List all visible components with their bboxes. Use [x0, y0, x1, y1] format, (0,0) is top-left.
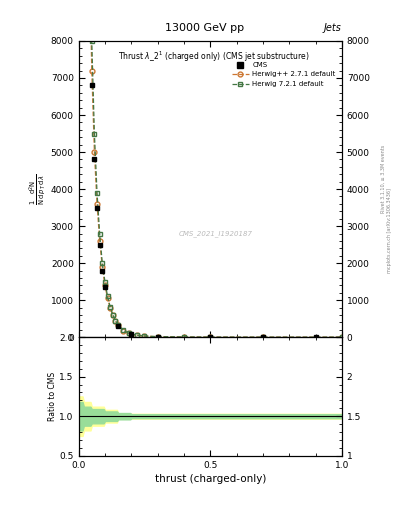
Legend: CMS, Herwig++ 2.7.1 default, Herwig 7.2.1 default: CMS, Herwig++ 2.7.1 default, Herwig 7.2.… [229, 59, 338, 90]
Text: Thrust $\lambda\_2^1$ (charged only) (CMS jet substructure): Thrust $\lambda\_2^1$ (charged only) (CM… [118, 50, 310, 64]
Text: CMS_2021_I1920187: CMS_2021_I1920187 [178, 230, 253, 237]
Text: Rivet 3.1.10, ≥ 3.3M events: Rivet 3.1.10, ≥ 3.3M events [381, 145, 386, 214]
Text: 13000 GeV pp: 13000 GeV pp [165, 23, 244, 33]
X-axis label: thrust (charged-only): thrust (charged-only) [154, 474, 266, 484]
Text: mcplots.cern.ch [arXiv:1306.3436]: mcplots.cern.ch [arXiv:1306.3436] [387, 188, 391, 273]
Y-axis label: $\frac{1}{\mathrm{N}}\frac{\mathrm{d}^2\mathrm{N}}{\mathrm{d}\,p_T\,\mathrm{d}\,: $\frac{1}{\mathrm{N}}\frac{\mathrm{d}^2\… [27, 173, 48, 205]
Text: Jets: Jets [324, 23, 342, 33]
Y-axis label: Ratio to CMS: Ratio to CMS [48, 372, 57, 421]
